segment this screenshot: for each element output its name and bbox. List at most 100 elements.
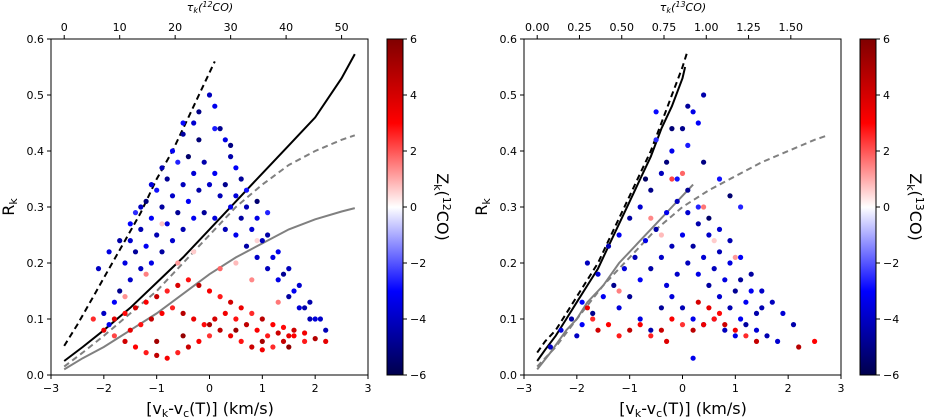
- right-point: [627, 327, 633, 333]
- left-x-tick-label: 3: [365, 382, 372, 395]
- left-point: [90, 316, 96, 322]
- left-point: [233, 165, 239, 171]
- left-point: [191, 316, 197, 322]
- left-point: [106, 322, 112, 328]
- right-point: [616, 288, 622, 294]
- right-curve-3: [536, 183, 694, 371]
- right-point: [648, 327, 654, 333]
- left-point: [286, 344, 292, 350]
- left-point: [275, 330, 281, 336]
- right-point: [695, 271, 701, 277]
- right-point: [674, 176, 680, 182]
- right-point: [738, 254, 744, 260]
- left-point: [317, 316, 323, 322]
- left-point: [265, 210, 271, 216]
- right-point: [679, 322, 686, 328]
- right-points: [547, 92, 818, 361]
- right-point: [711, 316, 717, 322]
- left-point: [286, 333, 292, 339]
- right-point: [627, 294, 633, 300]
- left-point: [154, 294, 160, 300]
- left-point: [191, 120, 197, 126]
- left-point: [180, 131, 186, 137]
- right-point: [664, 282, 670, 288]
- right-point: [706, 232, 712, 238]
- left-point: [286, 266, 292, 272]
- left-point: [233, 260, 239, 266]
- left-point: [249, 226, 255, 232]
- left-y-ticks: 0.0 0.1 0.2 0.3 0.4 0.5 0.6: [27, 33, 51, 382]
- right-point: [642, 238, 649, 244]
- left-top-tick-label: 50: [335, 21, 349, 34]
- right-point: [658, 305, 665, 311]
- left-point: [243, 243, 250, 249]
- left-y-tick-label: 0.5: [27, 89, 45, 102]
- left-point: [280, 338, 287, 344]
- left-point: [143, 243, 149, 249]
- left-point: [122, 338, 128, 344]
- right-point: [685, 187, 691, 193]
- left-point: [312, 336, 318, 342]
- right-point: [727, 193, 733, 199]
- right-point: [685, 142, 691, 148]
- right-point: [642, 176, 649, 182]
- right-point: [558, 327, 564, 333]
- left-point: [233, 327, 239, 333]
- right-point: [653, 109, 659, 115]
- right-point: [716, 226, 723, 232]
- left-point: [169, 238, 176, 244]
- left-point: [222, 226, 228, 232]
- left-point: [217, 294, 223, 300]
- left-point: [238, 305, 244, 311]
- right-point: [595, 271, 601, 277]
- left-point: [275, 249, 281, 255]
- right-point: [812, 338, 818, 344]
- right-point: [701, 159, 707, 165]
- left-y-tick-label: 0.0: [27, 369, 45, 382]
- left-point: [270, 254, 276, 260]
- left-point: [138, 322, 144, 328]
- left-top-ticks: 0 10 20 30 40 50: [61, 21, 349, 39]
- left-point: [138, 226, 144, 232]
- left-point: [169, 148, 176, 154]
- left-panel: −3 −2 −1 0 1 2 3 0.00.10.20.30.40.50.6 0 10 20 30…: [0, 0, 453, 419]
- left-point: [111, 333, 117, 339]
- right-colorbar-tick-label: 2: [883, 145, 890, 158]
- right-point: [605, 322, 612, 328]
- left-point: [228, 142, 234, 148]
- left-point: [254, 238, 260, 244]
- left-point: [228, 299, 234, 305]
- right-point: [748, 288, 754, 294]
- left-point: [154, 338, 160, 344]
- left-point: [101, 310, 107, 316]
- left-x-axis-label: [vk-vc(T)] (km/s): [146, 399, 274, 419]
- right-point: [690, 243, 696, 249]
- right-point: [590, 316, 596, 322]
- right-point: [621, 266, 628, 272]
- left-point: [217, 126, 223, 132]
- left-point: [254, 254, 260, 260]
- right-top-tick-label: 0.75: [652, 21, 677, 34]
- left-point: [222, 310, 228, 316]
- left-point: [217, 193, 223, 199]
- left-point: [243, 204, 250, 210]
- right-point: [727, 238, 733, 244]
- right-point: [685, 103, 691, 109]
- right-point: [584, 305, 591, 311]
- right-point: [690, 316, 696, 322]
- right-point: [790, 322, 797, 328]
- right-point: [605, 243, 612, 249]
- right-point: [648, 187, 654, 193]
- left-point: [270, 322, 276, 328]
- left-point: [159, 204, 165, 210]
- left-point: [180, 333, 186, 339]
- left-point: [291, 327, 297, 333]
- left-point: [185, 344, 191, 350]
- right-point: [759, 305, 765, 311]
- left-point: [238, 338, 244, 344]
- left-top-tick-label: 40: [279, 21, 293, 34]
- right-x-tick-label: −1: [622, 382, 638, 395]
- left-point: [206, 92, 213, 98]
- left-point: [254, 198, 260, 204]
